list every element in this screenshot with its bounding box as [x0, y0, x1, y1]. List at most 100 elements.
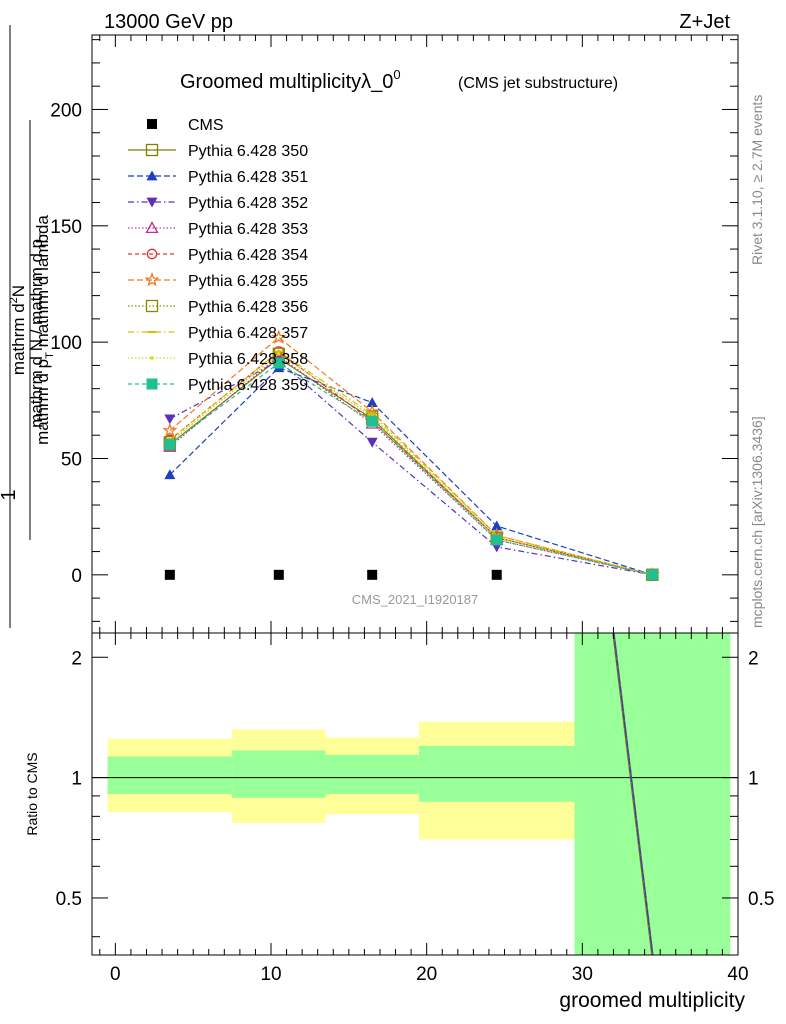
legend-label: Pythia 6.428 355: [188, 273, 308, 290]
x-tick-label: 20: [416, 964, 437, 985]
main-y-tick-label: 0: [71, 566, 82, 587]
legend-marker: [147, 119, 157, 129]
cms-data-points: [164, 569, 502, 580]
legend-entry: Pythia 6.428 352: [128, 195, 308, 212]
legend-entry: Pythia 6.428 355: [128, 272, 308, 290]
legend-entry: Pythia 6.428 351: [128, 169, 308, 186]
series-point: [164, 439, 176, 451]
x-axis-label: groomed multiplicity: [559, 989, 745, 1012]
header-right: Z+Jet: [679, 11, 730, 33]
legend-entry: Pythia 6.428 357: [128, 325, 308, 342]
legend-entry: Pythia 6.428 350: [128, 143, 308, 160]
cms-point: [164, 569, 175, 580]
rivet-label: Rivet 3.1.10, ≥ 2.7M events: [749, 95, 765, 265]
chart-title: Groomed multiplicityλ_00: [180, 67, 401, 93]
ratio-y-ticks: 0.5 0.5 1 1 2 2: [56, 648, 774, 938]
series-point: [271, 329, 287, 344]
legend-label: Pythia 6.428 352: [188, 195, 308, 212]
cms-point: [367, 569, 378, 580]
main-y-tick-label: 150: [50, 217, 82, 238]
x-tick-label: 0: [110, 964, 121, 985]
legend: CMS Pythia 6.428 350 Pythia 6.428 351 Pythi…: [128, 117, 308, 394]
ratio-mc-line-series: [613, 632, 653, 956]
ratio-bands: [107, 633, 731, 955]
ratio-y-tick-label-left: 2: [71, 648, 82, 669]
series-point: [491, 520, 503, 531]
series-line: [169, 336, 653, 576]
legend-label: Pythia 6.428 356: [188, 299, 308, 316]
legend-marker: [145, 221, 159, 234]
series-line: [169, 367, 653, 576]
series-Pythia-6428-359: [164, 357, 658, 581]
x-tick-label: 30: [572, 964, 593, 985]
legend-entry-cms: CMS: [147, 117, 224, 134]
legend-marker: [146, 170, 158, 181]
x-tick-label: 40: [727, 964, 748, 985]
main-series: [162, 329, 660, 582]
legend-label: Pythia 6.428 351: [188, 169, 308, 186]
series-point: [164, 469, 176, 480]
main-y-label: 1 mathrm d2N mathrm d pT mathrm d lambda…: [0, 25, 56, 628]
ratio-panel: 0 10 20 30 40 0.5 0.5 1 1 2 2 Ratio to CMS groome…: [24, 632, 774, 1012]
ratio-mc-lines: [612, 632, 654, 956]
legend-label: Pythia 6.428 354: [188, 247, 308, 264]
chart-subtitle: (CMS jet substructure): [458, 75, 618, 92]
ratio-band-inner: [107, 756, 233, 794]
series-point: [646, 569, 658, 581]
chart-title-main: Groomed multiplicityλ_0: [180, 71, 393, 93]
series-point: [164, 414, 176, 425]
series-point: [276, 351, 281, 356]
main-y-tick-label: 200: [50, 100, 82, 121]
ratio-y-tick-label-right: 2: [748, 648, 759, 669]
legend-marker: [150, 356, 154, 360]
legend-label: Pythia 6.428 357: [188, 325, 308, 342]
legend-label: Pythia 6.428 353: [188, 221, 308, 238]
legend-entry: Pythia 6.428 353: [128, 221, 308, 238]
legend-marker: [146, 378, 158, 390]
main-y-ticks: 0 50 100 150 200: [50, 39, 738, 622]
series-point: [366, 437, 378, 448]
series-line: [169, 350, 653, 576]
y-label-denominator: mathrm d N / mathrm d pT: [27, 232, 50, 428]
legend-label: Pythia 6.428 359: [188, 377, 308, 394]
main-y-tick-label: 50: [61, 449, 82, 470]
series-Pythia-6428-351: [164, 362, 658, 580]
legend-marker: [144, 272, 160, 287]
ratio-y-tick-label-right: 1: [748, 769, 759, 790]
legend-label: Pythia 6.428 350: [188, 143, 308, 160]
ratio-mc-line-series: [613, 632, 654, 956]
legend-entry: Pythia 6.428 354: [128, 247, 308, 264]
ratio-frame: [91, 632, 739, 956]
ratio-y-tick-label-right: 0.5: [748, 889, 774, 910]
main-x-ticks: [99, 35, 739, 633]
cms-point: [273, 569, 284, 580]
legend-marker: [145, 299, 159, 313]
ratio-mc-line-series: [612, 632, 653, 956]
legend-entry: Pythia 6.428 356: [128, 299, 308, 316]
header-left: 13000 GeV pp: [104, 11, 233, 33]
y-label-numerator: mathrm d2N: [8, 285, 28, 375]
y-label-lower: mathrm d pT mathrm d lambda: [33, 215, 56, 445]
mcplots-label: mcplots.cern.ch [arXiv:1306.3436]: [749, 416, 765, 628]
cms-point: [491, 569, 502, 580]
series-point: [273, 346, 285, 357]
legend-label: CMS: [188, 117, 224, 134]
series-line: [169, 362, 653, 576]
series-point: [273, 357, 285, 369]
x-tick-label: 10: [260, 964, 281, 985]
chart-title-sup: 0: [393, 67, 400, 82]
legend-marker: [146, 248, 158, 260]
main-y-tick-label: 100: [50, 333, 82, 354]
legend-entry: Pythia 6.428 359: [128, 377, 308, 394]
ratio-y-label: Ratio to CMS: [24, 752, 40, 835]
ratio-x-ticks: 0 10 20 30 40: [99, 633, 749, 985]
ratio-band-inner: [232, 750, 326, 798]
series-point: [162, 422, 178, 438]
ratio-band-inner: [418, 745, 575, 802]
ratio-band-inner: [325, 754, 419, 794]
series-point: [366, 397, 378, 408]
ratio-y-tick-label-left: 0.5: [56, 889, 82, 910]
series-point: [366, 415, 378, 427]
